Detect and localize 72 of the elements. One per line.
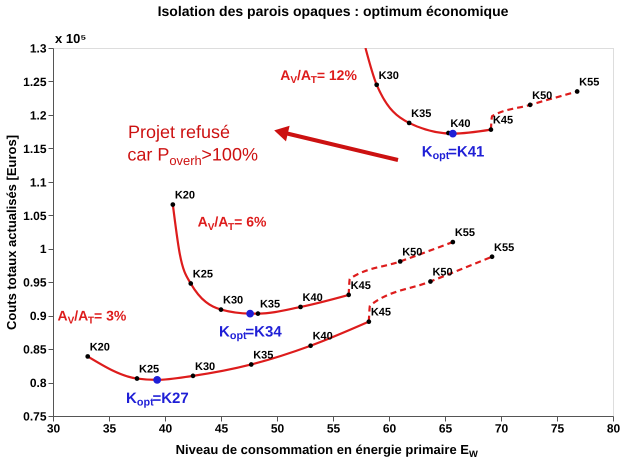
y-tick-label: 1.25	[23, 74, 47, 89]
y-tick-label: 0.75	[23, 410, 47, 424]
x-tick-label: 60	[382, 422, 396, 436]
y-axis-title: Couts totaux actualisés [Euros]	[4, 134, 20, 330]
data-label: K40	[302, 292, 323, 304]
point	[188, 281, 194, 286]
data-label: K50	[432, 266, 453, 279]
data-label: K40	[450, 118, 471, 130]
data-label: K25	[192, 268, 213, 281]
data-label: K45	[492, 114, 514, 127]
data-label: K20	[90, 341, 110, 354]
text: x 10⁵	[55, 31, 86, 46]
x-tick-label: 70	[494, 422, 508, 436]
point	[134, 376, 140, 381]
data-label: K40	[312, 330, 333, 343]
data-label: K35	[253, 349, 274, 362]
x-tick-label: 40	[158, 422, 172, 436]
y-tick-label: 0.8	[30, 376, 47, 390]
data-label: K35	[260, 298, 280, 311]
point	[85, 354, 90, 359]
y-tick-label: 1	[40, 242, 47, 256]
point	[450, 240, 456, 244]
point	[428, 279, 433, 284]
y-tick-label: 1.3	[30, 42, 47, 56]
data-label: K30	[378, 70, 399, 82]
x-tick-label: 50	[270, 422, 284, 436]
point	[248, 362, 254, 367]
data-label: K20	[174, 190, 196, 202]
y-tick-label: 1.2	[30, 108, 47, 122]
data-label: K30	[195, 360, 216, 373]
y-tick-label: 1.1	[30, 175, 47, 190]
y-tick-label: 1.15	[23, 142, 47, 156]
point	[398, 259, 403, 264]
point	[490, 254, 494, 260]
point	[406, 120, 412, 126]
data-label: K55	[579, 76, 600, 88]
x-tick-label: 75	[550, 422, 564, 436]
point	[346, 292, 352, 298]
point	[528, 102, 532, 108]
y-tick-label: 0.9	[30, 309, 47, 324]
data-label: K50	[402, 246, 422, 258]
data-label: K30	[223, 294, 244, 307]
x-tick-label: 80	[606, 422, 620, 436]
data-label: K55	[494, 242, 514, 254]
point	[170, 202, 176, 207]
data-label: K55	[454, 227, 476, 240]
point	[574, 89, 580, 94]
data-label: K50	[532, 90, 552, 102]
point	[153, 376, 162, 384]
chart-title: Isolation des parois opaques : optimum économique	[158, 3, 509, 19]
point	[308, 343, 313, 348]
point	[246, 310, 254, 318]
x-tick-label: 55	[326, 422, 340, 436]
point	[366, 319, 372, 324]
x-tick-label: 65	[438, 422, 452, 436]
data-label: K45	[350, 280, 371, 292]
x-tick-label: 45	[214, 422, 228, 436]
x-tick-label: 35	[102, 422, 116, 436]
y-tick-label: 0.95	[23, 276, 47, 290]
point	[374, 82, 380, 88]
point	[298, 304, 303, 310]
point	[190, 374, 196, 378]
point	[218, 307, 224, 312]
y-tick-label: 1.05	[23, 208, 47, 223]
point	[488, 127, 494, 132]
y-tick-label: 0.85	[23, 342, 47, 357]
x-tick-label: 30	[46, 422, 60, 436]
data-label: K45	[370, 306, 392, 319]
point	[256, 311, 260, 316]
data-label: K35	[411, 108, 432, 120]
data-label: K25	[139, 364, 160, 376]
point	[448, 130, 457, 138]
